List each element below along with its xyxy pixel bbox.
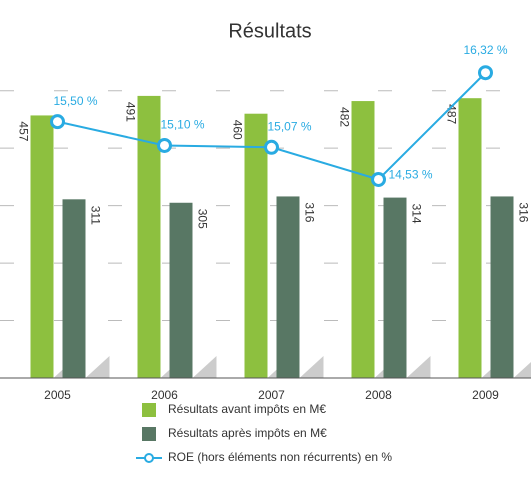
x-tick-label: 2006 <box>151 388 178 402</box>
bar <box>458 98 482 379</box>
bar <box>30 115 54 378</box>
x-tick-label: 2005 <box>44 388 71 402</box>
line-value-label: 16,32 % <box>463 43 507 57</box>
bar-value-label: 316 <box>302 202 316 222</box>
bar-value-label: 311 <box>88 206 102 225</box>
line-point <box>50 114 65 130</box>
line-value-label: 15,50 % <box>53 94 97 108</box>
bar-shadow <box>85 356 110 378</box>
bar <box>490 196 514 378</box>
bar-value-label: 482 <box>337 107 351 127</box>
legend-swatch <box>142 427 156 441</box>
x-tick-label: 2008 <box>365 388 392 402</box>
bar-value-label: 460 <box>230 120 244 140</box>
legend-label: Résultats après impôts en M€ <box>168 426 327 440</box>
legend-label: ROE (hors éléments non récurrents) en % <box>168 450 392 464</box>
bar <box>276 196 300 378</box>
bar <box>244 113 268 378</box>
line-point <box>371 171 386 187</box>
chart-title: Résultats <box>228 20 311 42</box>
bar <box>383 197 407 378</box>
x-tick-label: 2009 <box>472 388 499 402</box>
bar-shadow <box>406 356 431 378</box>
bar <box>351 101 375 378</box>
bar-value-label: 305 <box>195 209 209 229</box>
legend-marker <box>144 453 154 463</box>
bar-value-label: 316 <box>516 202 530 222</box>
line-value-label: 14,53 % <box>389 168 433 182</box>
legend-swatch <box>142 403 156 417</box>
line-point <box>478 65 493 81</box>
line-point <box>157 137 172 153</box>
line-value-label: 15,10 % <box>160 118 204 132</box>
bar <box>169 202 193 378</box>
line-value-label: 15,07 % <box>267 119 311 133</box>
bar-value-label: 457 <box>16 121 30 141</box>
line-point <box>264 139 279 155</box>
bar-shadow <box>192 356 217 378</box>
legend-label: Résultats avant impôts en M€ <box>168 402 326 416</box>
bar <box>137 95 161 378</box>
bar-value-label: 314 <box>409 204 423 224</box>
bar-value-label: 491 <box>123 102 137 122</box>
bar <box>62 199 86 378</box>
x-tick-label: 2007 <box>258 388 285 402</box>
bar-shadow <box>513 361 531 378</box>
bar-shadow <box>299 356 324 378</box>
